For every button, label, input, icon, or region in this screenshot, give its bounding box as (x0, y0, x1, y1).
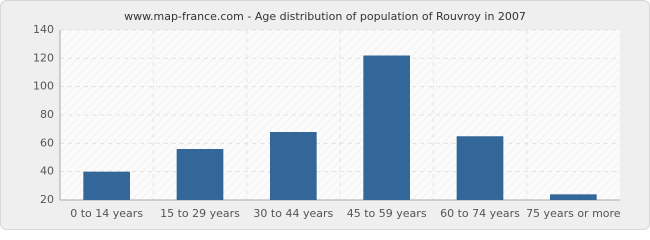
x-tick-label: 15 to 29 years (160, 207, 240, 220)
y-tick-label: 60 (40, 136, 54, 149)
bar (363, 55, 410, 200)
x-tick-label: 60 to 74 years (440, 207, 520, 220)
bar (270, 132, 317, 200)
chart-title: www.map-france.com - Age distribution of… (124, 10, 526, 23)
y-tick-label: 140 (33, 23, 54, 36)
y-tick-label: 40 (40, 165, 54, 178)
x-tick-label: 30 to 44 years (253, 207, 333, 220)
x-tick-label: 75 years or more (526, 207, 621, 220)
y-tick-label: 80 (40, 108, 54, 121)
bar (176, 149, 224, 200)
x-tick-label: 45 to 59 years (347, 207, 427, 220)
y-tick-label: 20 (40, 193, 54, 206)
page: www.map-france.com - Age distribution of… (0, 0, 650, 230)
bar (456, 136, 504, 200)
y-tick-label: 100 (33, 80, 54, 93)
bar (83, 171, 130, 200)
y-tick-label: 120 (33, 51, 54, 64)
chart: www.map-france.com - Age distribution of… (0, 0, 650, 230)
bar (550, 194, 597, 200)
x-tick-label: 0 to 14 years (70, 207, 143, 220)
